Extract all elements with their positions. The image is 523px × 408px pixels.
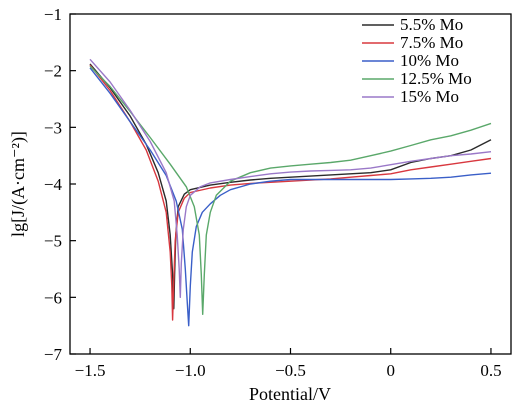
y-axis-ticks: −1 −2 −3 −4 −5 −6 −7 bbox=[44, 5, 76, 364]
x-axis-title: Potential/V bbox=[249, 384, 331, 404]
y-axis-title: lg[J/(A·cm⁻²)] bbox=[8, 131, 29, 237]
y-tick-label: −2 bbox=[44, 62, 62, 81]
series-line-3 bbox=[89, 67, 492, 327]
x-tick-label: 0 bbox=[386, 361, 395, 380]
y-tick-label: −5 bbox=[44, 232, 62, 251]
legend-label: 5.5% Mo bbox=[400, 15, 463, 34]
series-line-5 bbox=[89, 58, 492, 298]
series-layer bbox=[89, 58, 492, 327]
legend-label: 12.5% Mo bbox=[400, 69, 472, 88]
legend-label: 10% Mo bbox=[400, 51, 459, 70]
x-axis-ticks: −1.5 −1.0 −0.5 0 0.5 bbox=[75, 348, 502, 380]
x-tick-label: −1.0 bbox=[175, 361, 206, 380]
x-tick-label: −0.5 bbox=[275, 361, 306, 380]
y-tick-label: −1 bbox=[44, 5, 62, 24]
y-tick-label: −3 bbox=[44, 118, 62, 137]
y-tick-label: −7 bbox=[44, 345, 63, 364]
x-tick-label: −1.5 bbox=[75, 361, 106, 380]
legend-label: 15% Mo bbox=[400, 87, 459, 106]
series-line-2 bbox=[89, 64, 492, 321]
legend-label: 7.5% Mo bbox=[400, 33, 463, 52]
series-line-1 bbox=[89, 63, 492, 310]
y-tick-label: −6 bbox=[44, 288, 62, 307]
y-tick-label: −4 bbox=[44, 175, 63, 194]
x-tick-label: 0.5 bbox=[480, 361, 501, 380]
series-line-4 bbox=[89, 65, 492, 315]
